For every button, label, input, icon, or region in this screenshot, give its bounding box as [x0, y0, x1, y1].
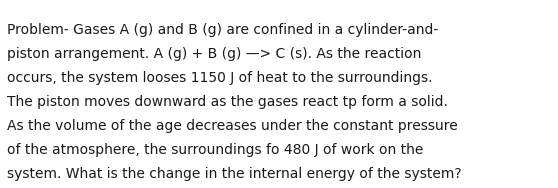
Text: piston arrangement. A (g) + B (g) —> C (s). As the reaction: piston arrangement. A (g) + B (g) —> C (… [7, 47, 421, 61]
Text: of the atmosphere, the surroundings fo 480 J of work on the: of the atmosphere, the surroundings fo 4… [7, 143, 423, 157]
Text: The piston moves downward as the gases react tp form a solid.: The piston moves downward as the gases r… [7, 95, 448, 109]
Text: system. What is the change in the internal energy of the system?: system. What is the change in the intern… [7, 167, 461, 181]
Text: As the volume of the age decreases under the constant pressure: As the volume of the age decreases under… [7, 119, 458, 133]
Text: Problem- Gases A (g) and B (g) are confined in a cylinder-and-: Problem- Gases A (g) and B (g) are confi… [7, 23, 438, 36]
Text: occurs, the system looses 1150 J of heat to the surroundings.: occurs, the system looses 1150 J of heat… [7, 71, 432, 85]
